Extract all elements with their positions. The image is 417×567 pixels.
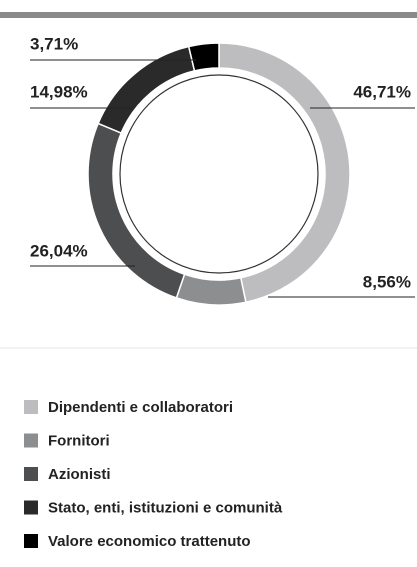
legend-label: Stato, enti, istituzioni e comunità [48, 499, 283, 516]
value-label: 26,04% [30, 241, 88, 260]
value-label: 3,71% [30, 34, 78, 53]
inner-ring [119, 74, 319, 274]
value-label: 8,56% [363, 272, 411, 291]
donut-segment [218, 42, 351, 304]
legend-swatch [24, 534, 38, 548]
legend-swatch [24, 400, 38, 414]
legend-swatch [24, 500, 38, 515]
donut-segment [187, 42, 220, 72]
legend-swatch [24, 433, 38, 448]
legend-label: Dipendenti e collaboratori [48, 399, 233, 416]
legend-swatch [24, 467, 38, 481]
legend-label: Fornitori [48, 432, 110, 449]
value-label: 46,71% [353, 82, 411, 101]
donut-segment [175, 273, 247, 306]
value-label: 14,98% [30, 82, 88, 101]
legend-label: Azionisti [48, 466, 111, 483]
donut-segment [87, 122, 186, 299]
legend-label: Valore economico trattenuto [48, 533, 251, 550]
top-bar [0, 12, 417, 18]
